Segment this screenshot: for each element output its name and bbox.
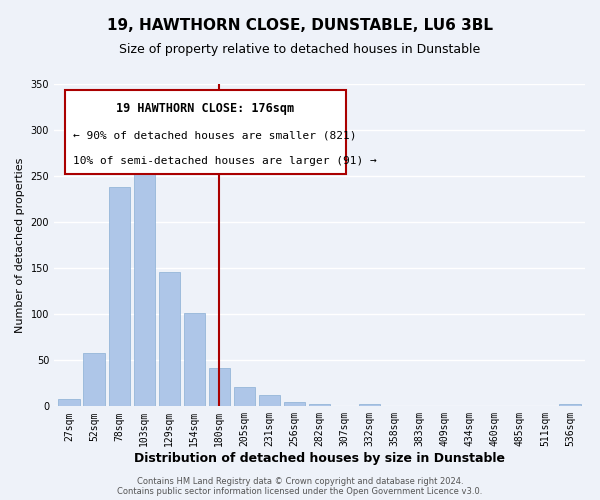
Text: ← 90% of detached houses are smaller (821): ← 90% of detached houses are smaller (82… <box>73 130 356 140</box>
Bar <box>359 404 380 406</box>
Text: Size of property relative to detached houses in Dunstable: Size of property relative to detached ho… <box>119 42 481 56</box>
X-axis label: Distribution of detached houses by size in Dunstable: Distribution of detached houses by size … <box>134 452 505 465</box>
FancyBboxPatch shape <box>65 90 346 174</box>
Bar <box>158 272 180 406</box>
Text: 19, HAWTHORN CLOSE, DUNSTABLE, LU6 3BL: 19, HAWTHORN CLOSE, DUNSTABLE, LU6 3BL <box>107 18 493 32</box>
Bar <box>58 399 80 406</box>
Bar <box>259 396 280 406</box>
Bar <box>559 404 581 406</box>
Text: 10% of semi-detached houses are larger (91) →: 10% of semi-detached houses are larger (… <box>73 156 376 166</box>
Text: Contains public sector information licensed under the Open Government Licence v3: Contains public sector information licen… <box>118 487 482 496</box>
Bar <box>134 140 155 406</box>
Bar <box>109 187 130 406</box>
Y-axis label: Number of detached properties: Number of detached properties <box>15 158 25 333</box>
Text: Contains HM Land Registry data © Crown copyright and database right 2024.: Contains HM Land Registry data © Crown c… <box>137 477 463 486</box>
Bar <box>209 368 230 406</box>
Bar <box>184 314 205 406</box>
Text: 19 HAWTHORN CLOSE: 176sqm: 19 HAWTHORN CLOSE: 176sqm <box>116 102 295 114</box>
Bar <box>234 387 255 406</box>
Bar <box>83 353 105 406</box>
Bar <box>284 402 305 406</box>
Bar <box>309 404 330 406</box>
